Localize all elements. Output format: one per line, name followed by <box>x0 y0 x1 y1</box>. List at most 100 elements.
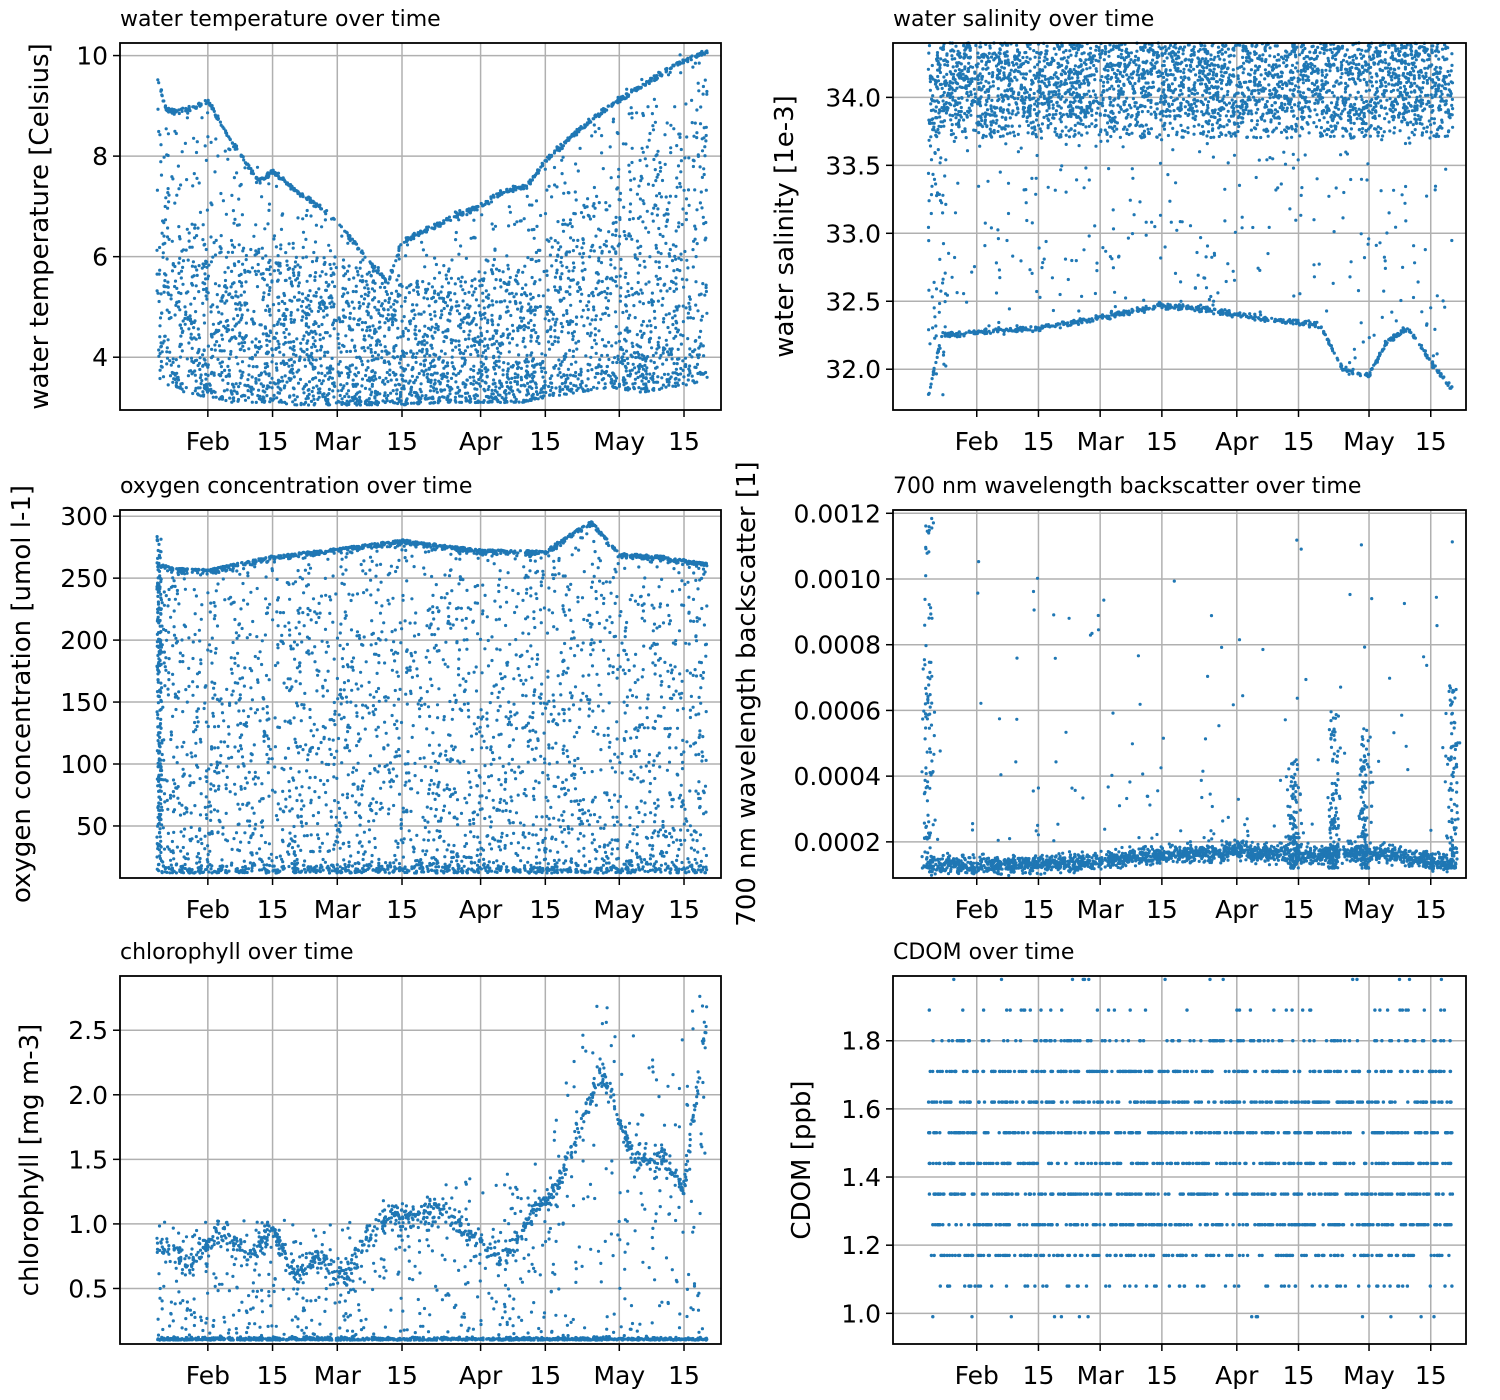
data-point <box>280 213 284 217</box>
data-point <box>686 311 691 315</box>
data-point <box>582 215 586 219</box>
data-point <box>679 342 684 346</box>
data-point <box>679 366 683 371</box>
data-point <box>504 392 508 396</box>
data-point <box>268 286 272 290</box>
data-point <box>236 295 240 299</box>
data-point <box>694 255 698 259</box>
data-point <box>644 359 648 363</box>
data-point <box>639 244 643 248</box>
data-point <box>194 284 198 288</box>
data-point <box>695 136 699 140</box>
data-point <box>1093 93 1097 97</box>
data-point <box>388 276 392 280</box>
data-point <box>332 302 336 306</box>
data-point <box>576 377 580 381</box>
data-point <box>506 362 510 366</box>
data-point <box>410 374 414 378</box>
data-point <box>453 398 457 403</box>
data-point <box>638 390 642 394</box>
data-point <box>323 260 327 265</box>
data-point <box>193 226 197 230</box>
data-point <box>227 372 231 376</box>
data-point <box>231 383 235 387</box>
data-point <box>339 371 344 375</box>
data-point <box>226 364 230 368</box>
data-point <box>521 270 525 274</box>
data-point <box>529 318 533 323</box>
data-point <box>522 328 526 332</box>
data-point <box>498 314 502 318</box>
data-point <box>666 372 670 376</box>
data-point <box>615 360 619 365</box>
data-point <box>309 329 313 333</box>
data-point <box>460 211 464 216</box>
data-point <box>195 273 199 277</box>
data-point <box>197 347 201 352</box>
data-point <box>564 355 568 359</box>
data-point <box>525 364 529 368</box>
data-point <box>231 209 235 213</box>
data-point <box>213 170 217 174</box>
data-point <box>284 314 288 318</box>
data-point <box>562 373 566 377</box>
data-point <box>370 336 374 340</box>
data-point <box>232 281 236 285</box>
panel-salinity: Feb 15 Mar 15 Apr 15 May 1532.032.533.033.534.0… <box>770 7 1467 456</box>
data-point <box>493 286 497 290</box>
data-point <box>589 388 593 392</box>
data-point <box>177 271 181 275</box>
data-point <box>383 277 387 281</box>
data-point <box>550 374 554 378</box>
data-point <box>633 256 638 260</box>
data-point <box>593 338 597 342</box>
data-point <box>304 313 309 317</box>
data-point <box>696 356 701 360</box>
data-point <box>205 297 209 301</box>
data-point <box>485 375 489 379</box>
data-point <box>352 306 356 310</box>
data-point <box>473 336 477 340</box>
data-point <box>653 120 658 124</box>
data-point <box>651 183 655 187</box>
data-point <box>637 370 641 374</box>
data-point <box>155 188 159 192</box>
data-point <box>317 324 321 328</box>
data-point <box>602 377 606 381</box>
data-point <box>661 296 665 301</box>
data-point <box>304 324 308 328</box>
data-point <box>404 254 408 258</box>
data-point <box>201 223 205 227</box>
data-point <box>512 295 516 299</box>
data-point <box>436 328 440 332</box>
data-point <box>662 317 666 321</box>
data-point <box>229 285 233 289</box>
data-point <box>496 393 501 397</box>
data-point <box>570 225 574 229</box>
data-point <box>674 282 678 286</box>
data-point <box>450 361 454 365</box>
data-point <box>218 120 222 124</box>
data-point <box>192 172 196 176</box>
data-point <box>368 387 372 391</box>
data-point <box>561 313 566 317</box>
data-point <box>594 287 598 291</box>
data-point <box>302 334 306 338</box>
data-point <box>701 215 705 219</box>
data-point <box>288 298 292 302</box>
data-point <box>622 352 626 356</box>
data-point <box>525 376 529 380</box>
data-point <box>378 320 382 324</box>
data-point <box>614 376 619 380</box>
data-point <box>508 275 512 280</box>
data-point <box>188 245 192 249</box>
data-point <box>311 336 315 340</box>
data-point <box>306 403 311 407</box>
data-point <box>390 317 394 321</box>
data-point <box>679 147 683 152</box>
data-point <box>157 299 161 304</box>
data-point <box>177 364 181 368</box>
data-point <box>565 309 569 313</box>
data-point <box>422 296 426 300</box>
data-point <box>641 220 645 224</box>
